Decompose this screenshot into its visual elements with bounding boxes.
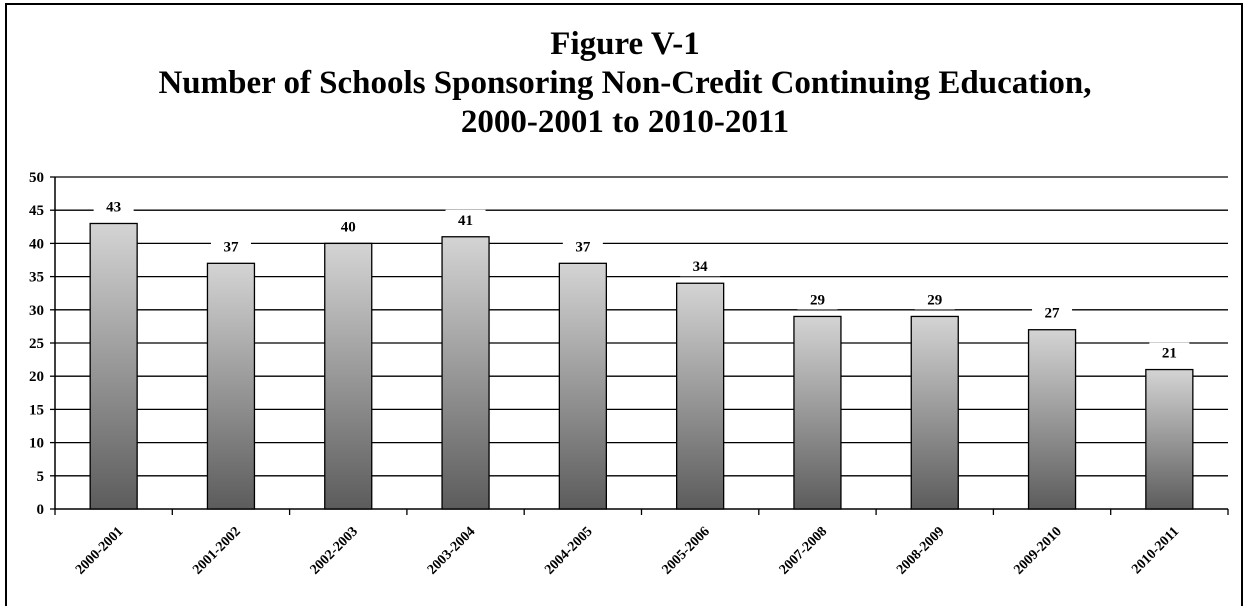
data-label: 43 bbox=[106, 199, 121, 215]
x-tick-label: 2008-2009 bbox=[894, 524, 948, 578]
data-label: 21 bbox=[1162, 346, 1177, 362]
bar bbox=[441, 236, 490, 510]
y-tick-label: 10 bbox=[29, 436, 44, 452]
chart-subtitle: Number of Schools Sponsoring Non-Credit … bbox=[158, 65, 1092, 101]
bar bbox=[324, 242, 373, 510]
data-label-backing bbox=[562, 236, 603, 257]
bar bbox=[89, 222, 138, 510]
data-label-backing bbox=[93, 196, 134, 217]
y-tick-label: 25 bbox=[29, 336, 44, 352]
chart-subtitle-years: 2000-2001 to 2010-2011 bbox=[460, 104, 790, 140]
bar bbox=[793, 315, 842, 510]
data-label-backing bbox=[797, 289, 838, 310]
bar bbox=[1145, 368, 1194, 510]
data-label: 34 bbox=[693, 259, 709, 275]
x-tick-label: 2009-2010 bbox=[1011, 524, 1065, 578]
y-tick-label: 30 bbox=[29, 303, 44, 319]
x-tick-label: 2000-2001 bbox=[73, 524, 127, 578]
data-label-backing bbox=[1032, 302, 1073, 323]
x-tick-label: 2010-2011 bbox=[1129, 524, 1182, 577]
bars bbox=[89, 222, 1194, 510]
y-tick-label: 5 bbox=[37, 469, 45, 485]
data-label-backing bbox=[210, 236, 251, 257]
data-label: 40 bbox=[341, 219, 356, 235]
data-label: 37 bbox=[575, 239, 591, 255]
x-tick-label: 2003-2004 bbox=[425, 524, 479, 578]
data-label: 29 bbox=[810, 292, 825, 308]
y-tick-label: 40 bbox=[29, 236, 44, 252]
x-tick-label: 2007-2008 bbox=[777, 524, 831, 578]
data-label-backing bbox=[445, 209, 486, 230]
data-label: 37 bbox=[223, 239, 239, 255]
data-label: 29 bbox=[927, 292, 942, 308]
y-tick-label: 15 bbox=[29, 402, 44, 418]
chart-title: Figure V-1 bbox=[550, 26, 700, 62]
x-tick-label: 2005-2006 bbox=[659, 524, 713, 578]
x-tick-label: 2001-2002 bbox=[190, 524, 244, 578]
data-label-backing bbox=[1149, 342, 1190, 363]
data-label-backing bbox=[328, 216, 369, 237]
y-tick-label: 50 bbox=[29, 170, 44, 186]
y-tick-label: 20 bbox=[29, 369, 44, 385]
bar bbox=[676, 282, 725, 510]
x-tick-label: 2002-2003 bbox=[308, 524, 362, 578]
x-tick-label: 2004-2005 bbox=[542, 524, 596, 578]
y-tick-label: 35 bbox=[29, 270, 44, 286]
bar bbox=[558, 262, 607, 510]
bar bbox=[206, 262, 256, 510]
chart-title-block: Figure V-1 Number of Schools Sponsoring … bbox=[0, 25, 1250, 142]
data-label: 41 bbox=[458, 213, 473, 229]
data-label-backing bbox=[914, 289, 955, 310]
data-label-backing bbox=[680, 256, 721, 277]
bar bbox=[1027, 329, 1077, 510]
bar bbox=[910, 315, 959, 510]
y-tick-label: 45 bbox=[29, 203, 44, 219]
data-label: 27 bbox=[1045, 306, 1061, 322]
y-tick-label: 0 bbox=[37, 502, 45, 518]
